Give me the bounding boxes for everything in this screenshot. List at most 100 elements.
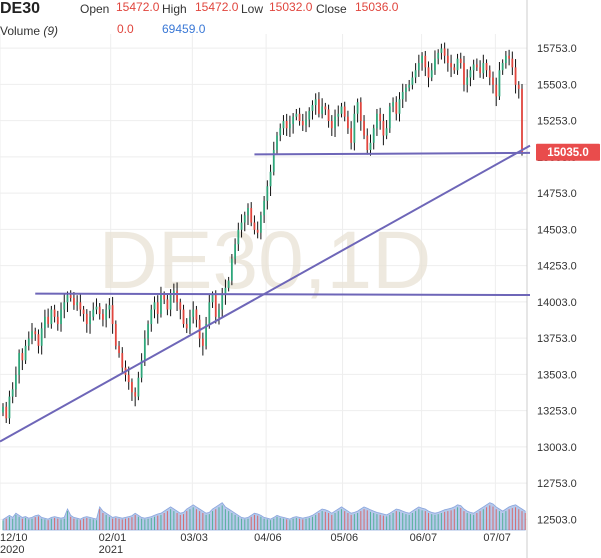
high-value: 15472.0: [195, 0, 239, 14]
candle-body: [137, 377, 140, 397]
y-tick-label: 12753.0: [537, 478, 577, 490]
candle-body: [446, 55, 449, 64]
volume-label: Volume (9): [0, 24, 58, 38]
candle-body: [185, 324, 188, 329]
candle-body: [469, 70, 472, 78]
candle-body: [392, 102, 394, 107]
candle-body: [266, 186, 269, 201]
candle-body: [34, 331, 37, 335]
candle-body: [160, 295, 162, 314]
candle-body: [363, 121, 365, 136]
candle-body: [276, 135, 278, 151]
candle-body: [395, 102, 398, 114]
candle-body: [240, 222, 243, 230]
candle-body: [466, 77, 469, 85]
candle-body: [143, 338, 146, 361]
volume-title: Volume: [0, 24, 41, 38]
candle-body: [347, 116, 349, 129]
candle-body: [95, 306, 98, 310]
y-tick-label: 13503.0: [537, 369, 577, 381]
candle-body: [366, 135, 369, 151]
y-tick-label: 13253.0: [537, 406, 577, 418]
candle-body: [272, 150, 275, 172]
candle-body: [134, 392, 137, 397]
y-tick-label: 14253.0: [537, 261, 577, 273]
candle-body: [301, 121, 304, 126]
candle-body: [237, 229, 240, 245]
y-tick-label: 14503.0: [537, 224, 577, 236]
candle-body: [379, 113, 382, 122]
price-tag-value: 15035.0: [547, 147, 589, 159]
candle-body: [14, 374, 17, 390]
candle-body: [5, 406, 8, 419]
candle-body: [324, 106, 327, 110]
candle-body: [430, 70, 433, 78]
volume-value-1: 0.0: [117, 22, 134, 36]
candle-body: [388, 106, 391, 129]
open-value: 15472.0: [116, 0, 160, 14]
candle-body: [253, 222, 256, 230]
candle-body: [414, 70, 417, 78]
y-tick-label: 15753.0: [537, 43, 577, 55]
candle-body: [156, 302, 159, 314]
candle-body: [111, 305, 114, 325]
x-tick-label: 06/07: [410, 532, 438, 544]
candle-body: [311, 105, 314, 111]
candle-body: [308, 110, 311, 120]
candle-body: [76, 302, 79, 306]
candle-body: [127, 374, 130, 383]
y-tick-label: 14003.0: [537, 297, 577, 309]
candle-body: [56, 316, 59, 325]
candle-body: [321, 106, 324, 114]
candle-body: [169, 295, 172, 310]
candle-body: [31, 331, 33, 339]
x-tick-label: 07/07: [483, 532, 511, 544]
candle-body: [18, 353, 21, 375]
candle-body: [356, 102, 359, 114]
candle-body: [495, 84, 498, 97]
candle-body: [163, 295, 166, 300]
candle-body: [327, 109, 330, 122]
candle-body: [343, 106, 346, 117]
candle-body: [463, 63, 465, 85]
candle-body: [498, 70, 501, 97]
candle-body: [44, 316, 46, 329]
close-value: 15036.0: [355, 0, 399, 14]
candle-body: [440, 48, 443, 53]
candle-body: [282, 121, 285, 129]
x-tick-label: 04/06: [254, 532, 282, 544]
candle-body: [259, 215, 262, 233]
candle-body: [479, 67, 481, 74]
volume-area: [2, 502, 526, 531]
candle-body: [79, 302, 82, 310]
candle-body: [47, 316, 50, 325]
candle-body: [11, 389, 14, 397]
candle-body: [408, 84, 411, 88]
candle-body: [318, 99, 320, 114]
candle-body: [263, 200, 266, 216]
candle-body: [305, 119, 307, 126]
candle-body: [53, 309, 56, 317]
candle-body: [359, 102, 362, 122]
low-label: Low: [241, 2, 264, 16]
y-tick-label: 15253.0: [537, 116, 577, 128]
candle-body: [247, 208, 249, 216]
candle-body: [195, 309, 198, 320]
candle-body: [427, 67, 430, 78]
candle-body: [492, 77, 494, 85]
candle-body: [289, 123, 291, 129]
volume-series: [2, 502, 526, 531]
candle-body: [334, 116, 336, 129]
candle-body: [230, 258, 233, 281]
candle-body: [511, 58, 514, 68]
candle-body: [66, 295, 69, 303]
candle-body: [411, 77, 414, 85]
x-tick-label: 12/10: [0, 532, 28, 544]
x-tick-label: 05/06: [331, 532, 359, 544]
candle-body: [482, 63, 485, 74]
candle-body: [424, 55, 427, 68]
candle-body: [501, 63, 504, 71]
candle-body: [21, 353, 24, 361]
candle-body: [285, 121, 288, 129]
